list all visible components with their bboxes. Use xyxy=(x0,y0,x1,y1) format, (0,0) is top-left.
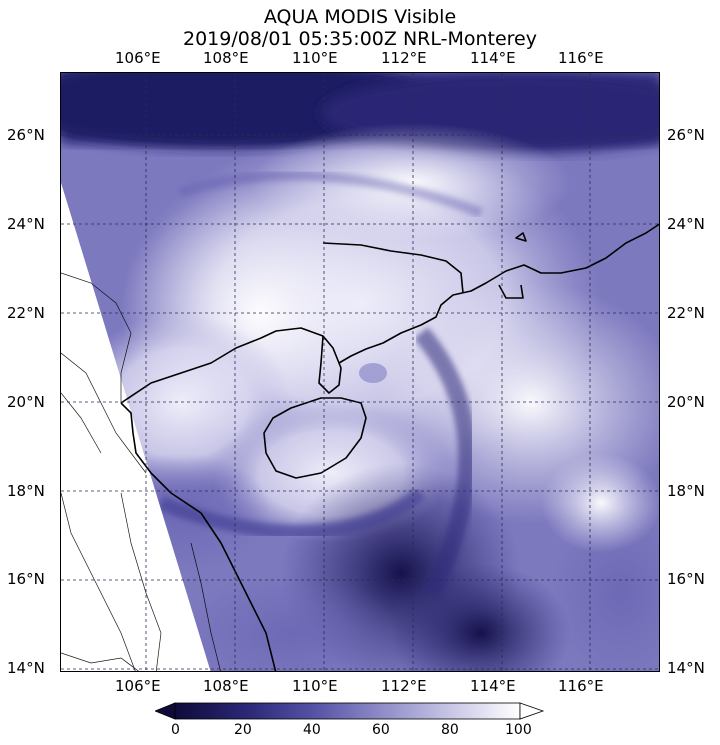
lat-label-right: 26°N xyxy=(667,126,705,144)
lon-label-top: 112°E xyxy=(381,49,427,67)
lat-label-left: 18°N xyxy=(7,482,45,500)
lat-label-right: 18°N xyxy=(667,482,705,500)
no-data-area xyxy=(61,183,211,671)
lat-label-left: 22°N xyxy=(7,304,45,322)
colorbar-tick: 80 xyxy=(441,722,459,738)
cloud-field xyxy=(61,73,659,671)
lon-label-bottom: 114°E xyxy=(470,677,516,695)
title-line-1: AQUA MODIS Visible xyxy=(263,6,457,28)
lat-label-left: 24°N xyxy=(7,215,45,233)
lon-label-bottom: 116°E xyxy=(558,677,604,695)
colorbar-tick: 40 xyxy=(303,722,321,738)
colorbar xyxy=(155,702,545,720)
colorbar-tick: 0 xyxy=(171,722,180,738)
lat-label-right: 16°N xyxy=(667,570,705,588)
title-line-2: 2019/08/01 05:35:00Z NRL-Monterey xyxy=(183,28,537,50)
lat-label-left: 26°N xyxy=(7,126,45,144)
lat-label-left: 20°N xyxy=(7,393,45,411)
lon-label-top: 116°E xyxy=(558,49,604,67)
lat-label-right: 24°N xyxy=(667,215,705,233)
coastlines xyxy=(120,223,659,671)
satellite-map xyxy=(60,72,660,672)
lon-label-top: 114°E xyxy=(470,49,516,67)
lon-label-bottom: 106°E xyxy=(115,677,161,695)
lat-label-right: 14°N xyxy=(667,659,705,677)
colorbar-tick: 100 xyxy=(505,722,532,738)
borders xyxy=(61,272,221,671)
gridlines xyxy=(61,73,659,671)
lon-label-top: 106°E xyxy=(115,49,161,67)
lon-label-bottom: 110°E xyxy=(292,677,338,695)
lon-label-top: 108°E xyxy=(203,49,249,67)
colorbar-tick: 60 xyxy=(372,722,390,738)
lat-label-right: 22°N xyxy=(667,304,705,322)
lat-label-left: 16°N xyxy=(7,570,45,588)
satellite-imagery xyxy=(61,73,659,671)
lat-label-right: 20°N xyxy=(667,393,705,411)
lon-label-top: 110°E xyxy=(292,49,338,67)
lon-label-bottom: 112°E xyxy=(381,677,427,695)
lon-label-bottom: 108°E xyxy=(203,677,249,695)
lat-label-left: 14°N xyxy=(7,659,45,677)
colorbar-tick: 20 xyxy=(234,722,252,738)
